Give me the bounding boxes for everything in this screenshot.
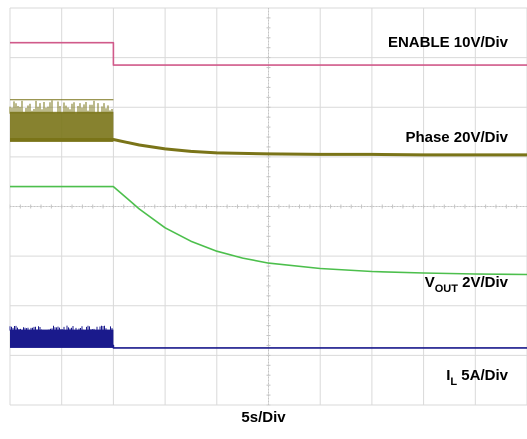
il-switching-band [10, 329, 114, 348]
vout-trace-group [10, 185, 527, 276]
phase-switching-band [10, 111, 114, 142]
phase-trace-group [9, 99, 527, 157]
il-trace-group [9, 325, 527, 349]
vout-channel-label: VOUT 2V/Div [425, 274, 509, 295]
graticule [9, 7, 527, 406]
il-trace-line [10, 344, 527, 349]
phase-channel-label: Phase 20V/Div [405, 129, 508, 146]
enable-channel-label: ENABLE 10V/Div [388, 34, 509, 51]
il-channel-label: IL 5A/Div [446, 367, 508, 388]
enable-trace-group [10, 41, 527, 66]
vout-trace-line [10, 185, 527, 276]
enable-trace-line [10, 41, 527, 66]
x-axis-label: 5s/Div [241, 409, 286, 426]
traces [9, 41, 527, 349]
phase-trace-line [10, 138, 527, 157]
